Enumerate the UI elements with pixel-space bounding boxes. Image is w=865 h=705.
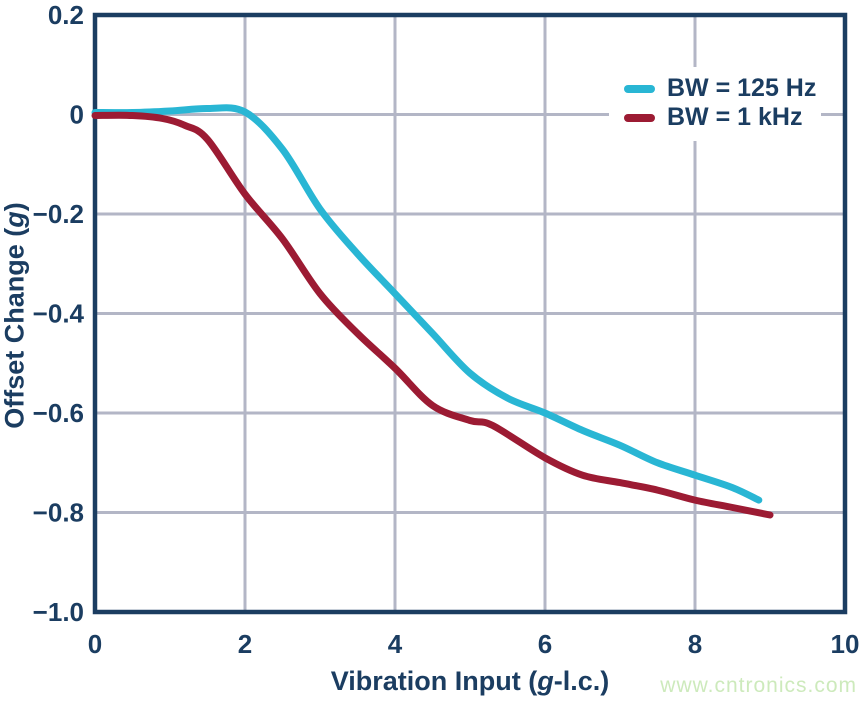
x-tick-label: 6 [538, 629, 552, 659]
legend: BW = 125 Hz BW = 1 kHz [609, 67, 821, 141]
y-axis-title-text: Offset Change ( [0, 227, 30, 429]
legend-swatch-bw-125hz [624, 84, 655, 93]
x-tick-label: 0 [88, 629, 102, 659]
y-axis-title-italic-g: g [0, 211, 30, 228]
series-line-1 [91, 111, 774, 519]
legend-item-bw-125hz: BW = 125 Hz [624, 74, 821, 103]
y-axis-title: Offset Change (g) [0, 46, 31, 586]
x-axis-title: Vibration Input (g-l.c.) [95, 666, 845, 697]
y-tick-label: 0 [70, 100, 84, 130]
legend-label-bw-125hz: BW = 125 Hz [667, 74, 817, 102]
x-axis-title-text: Vibration Input ( [330, 666, 538, 696]
y-tick-label: −1.0 [33, 597, 84, 627]
y-axis-title-suffix: ) [0, 202, 30, 212]
plot-frame [92, 12, 848, 615]
series-line-0 [91, 104, 763, 504]
watermark: www.cntronics.com [660, 674, 857, 697]
x-tick-label: 10 [831, 629, 860, 659]
x-axis-title-suffix: -l.c.) [553, 666, 610, 696]
y-tick-label: −0.8 [33, 498, 84, 528]
y-tick-label: −0.2 [33, 199, 84, 229]
y-tick-label: 0.2 [48, 0, 84, 30]
x-tick-label: 2 [238, 629, 252, 659]
legend-item-bw-1khz: BW = 1 kHz [624, 103, 821, 132]
legend-swatch-bw-1khz [624, 113, 655, 122]
x-tick-label: 8 [688, 629, 702, 659]
y-tick-label: −0.6 [33, 398, 84, 428]
x-axis-title-italic-g: g [537, 666, 554, 696]
legend-label-bw-1khz: BW = 1 kHz [667, 103, 803, 131]
y-tick-label: −0.4 [33, 299, 85, 329]
x-tick-label: 4 [388, 629, 403, 659]
